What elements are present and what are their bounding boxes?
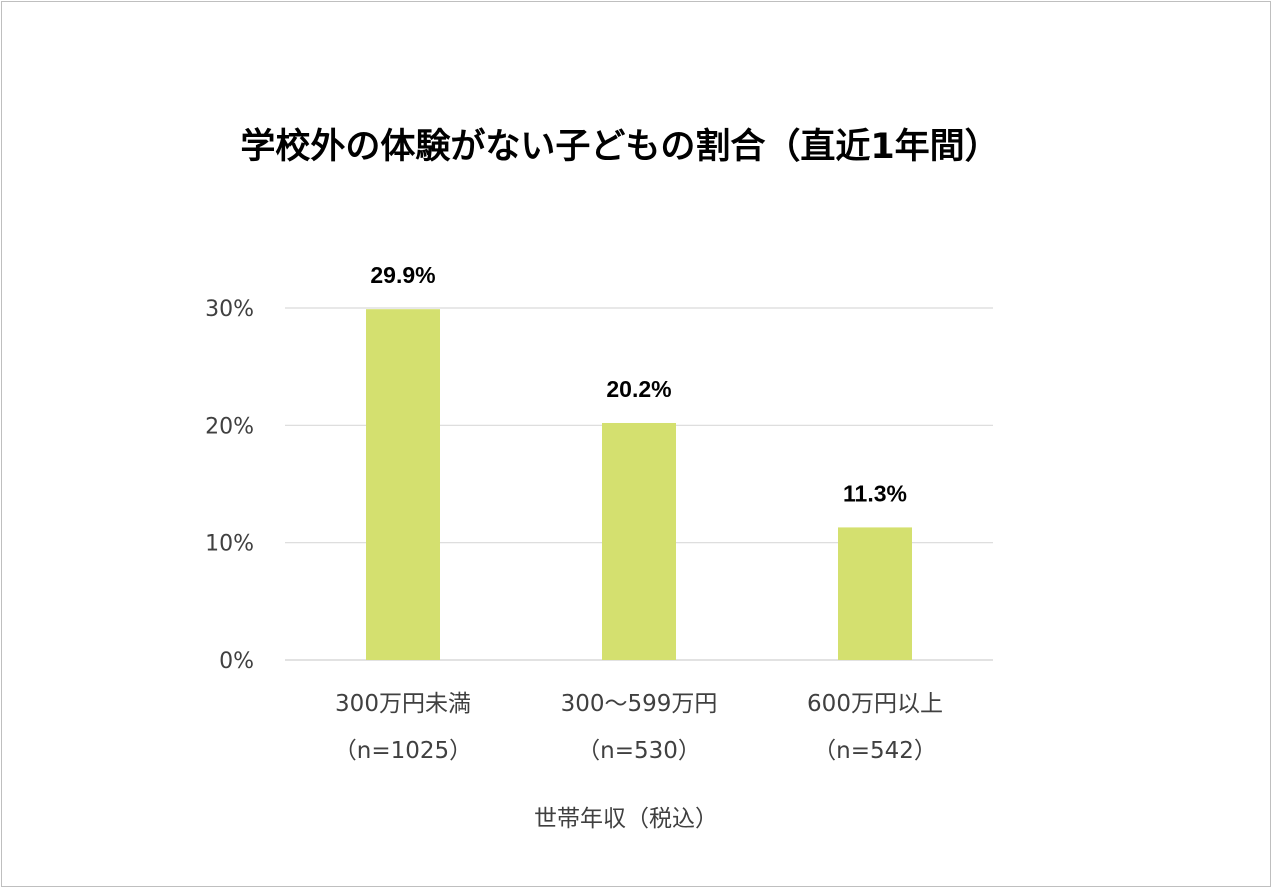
y-tick-label: 20%: [205, 414, 254, 439]
x-tick-label: 300〜599万円: [561, 691, 718, 717]
y-tick-label: 10%: [205, 532, 254, 557]
x-axis-title: 世帯年収（税込）: [534, 806, 718, 832]
x-tick-sample-size: （n=530）: [577, 738, 701, 764]
data-label: 20.2%: [606, 376, 671, 402]
bar: [366, 309, 440, 660]
data-label: 29.9%: [370, 262, 435, 288]
x-tick-label: 600万円以上: [807, 691, 943, 717]
chart-title: 学校外の体験がない子どもの割合（直近1年間）: [240, 127, 1000, 167]
y-tick-label: 0%: [219, 649, 254, 674]
data-label: 11.3%: [843, 480, 907, 506]
x-tick-label: 300万円未満: [335, 691, 471, 717]
bar: [838, 527, 912, 660]
bar: [602, 422, 676, 660]
y-tick-label: 30%: [205, 297, 254, 322]
x-tick-sample-size: （n=542）: [813, 738, 937, 764]
x-tick-sample-size: （n=1025）: [334, 738, 472, 764]
